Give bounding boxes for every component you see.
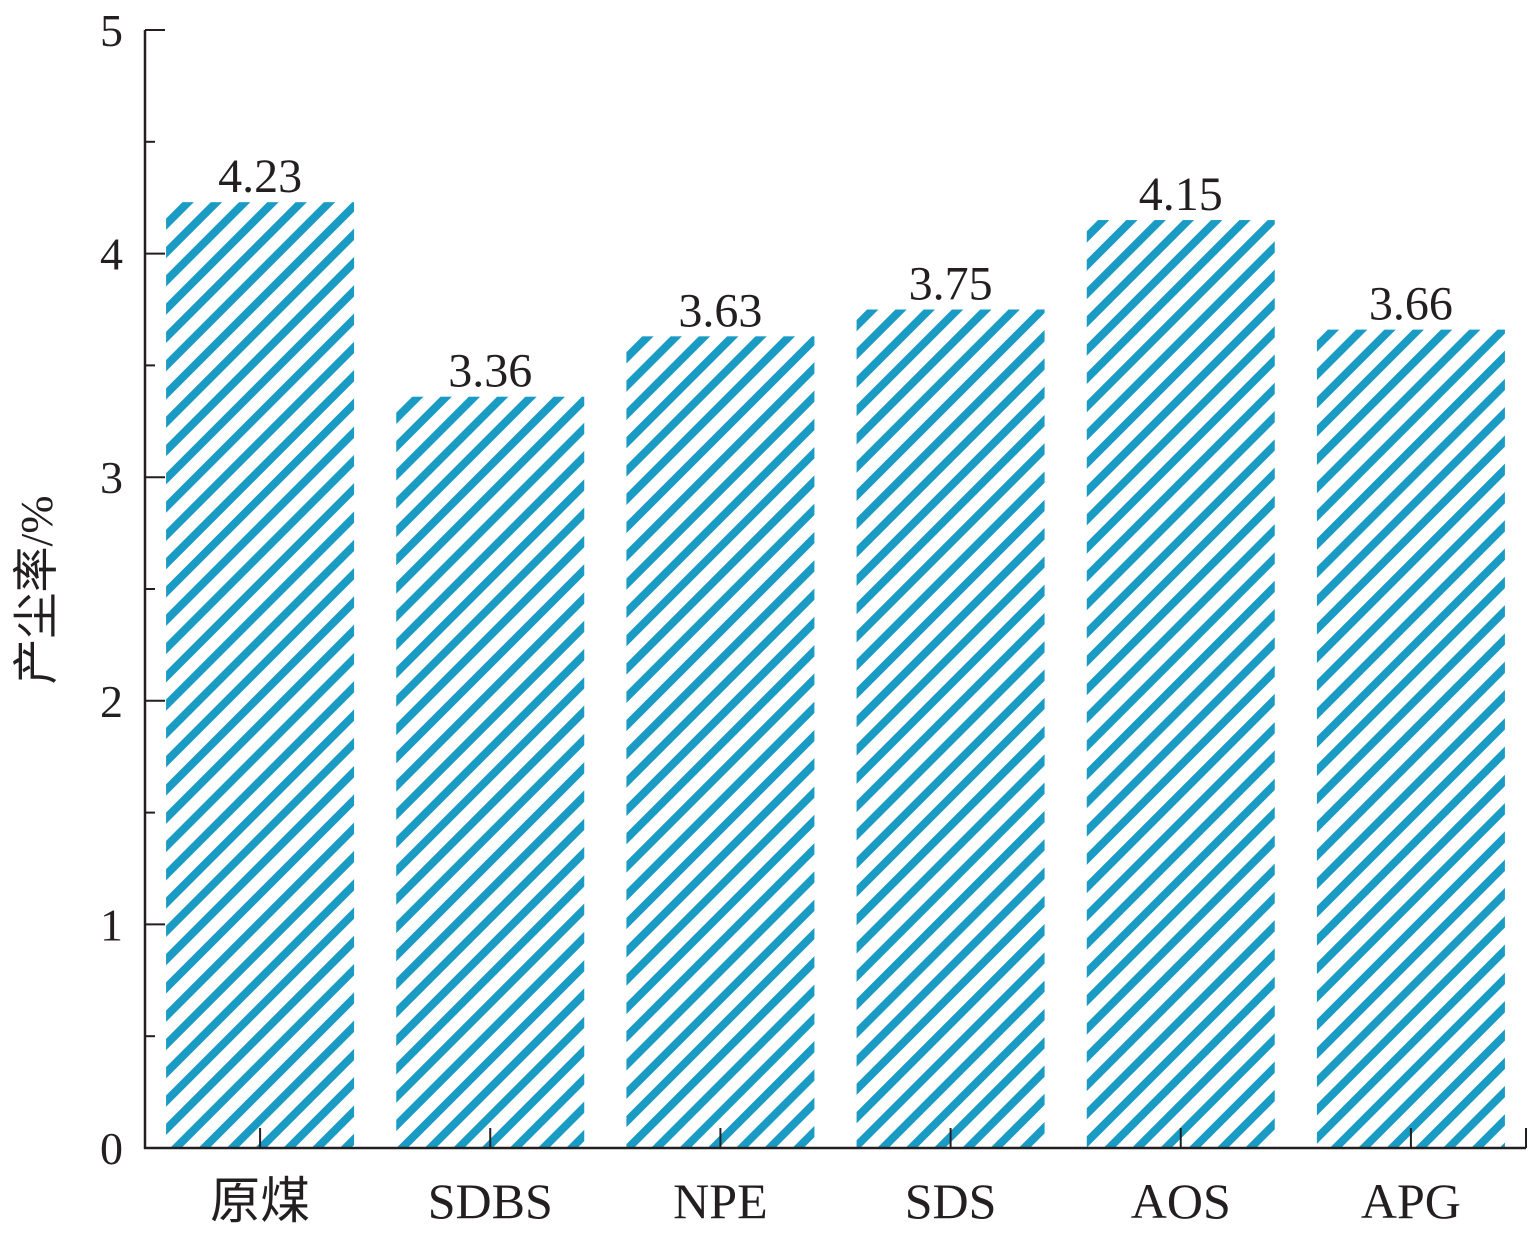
bar-5 [1086, 220, 1275, 1148]
y-tick-label-0: 0 [100, 1123, 123, 1174]
bar-1 [166, 202, 355, 1148]
labels-layer: 4.23 原煤 3.36 SDBS 3.63 NPE 3.75 SDS 4.15 AOS 3.66 A… [100, 5, 1461, 1229]
x-tick-label-4: SDS [905, 1173, 997, 1229]
y-tick-label-5: 5 [100, 5, 123, 56]
data-label-3: 3.63 [678, 284, 762, 337]
bar-3 [626, 336, 815, 1148]
y-axis-title: 产尘率/% [11, 495, 62, 684]
data-label-6: 3.66 [1369, 278, 1453, 331]
data-label-5: 4.15 [1139, 168, 1223, 221]
axes-layer [143, 29, 1527, 1150]
bar-6 [1316, 329, 1505, 1148]
x-tick-label-3: NPE [673, 1173, 767, 1229]
bars-layer [166, 202, 1505, 1149]
data-label-1: 4.23 [218, 150, 302, 203]
bar-4 [856, 309, 1045, 1148]
x-tick-label-5: AOS [1131, 1173, 1231, 1229]
y-tick-label-2: 2 [100, 676, 123, 727]
x-tick-label-6: APG [1361, 1173, 1461, 1229]
data-label-4: 3.75 [909, 258, 993, 311]
y-tick-label-3: 3 [100, 452, 123, 503]
y-tick-label-4: 4 [100, 229, 123, 280]
x-tick-label-1: 原煤 [210, 1173, 310, 1229]
y-tick-label-1: 1 [100, 899, 123, 950]
bar-2 [396, 396, 585, 1149]
x-tick-label-2: SDBS [428, 1173, 553, 1229]
data-label-2: 3.36 [448, 345, 532, 398]
